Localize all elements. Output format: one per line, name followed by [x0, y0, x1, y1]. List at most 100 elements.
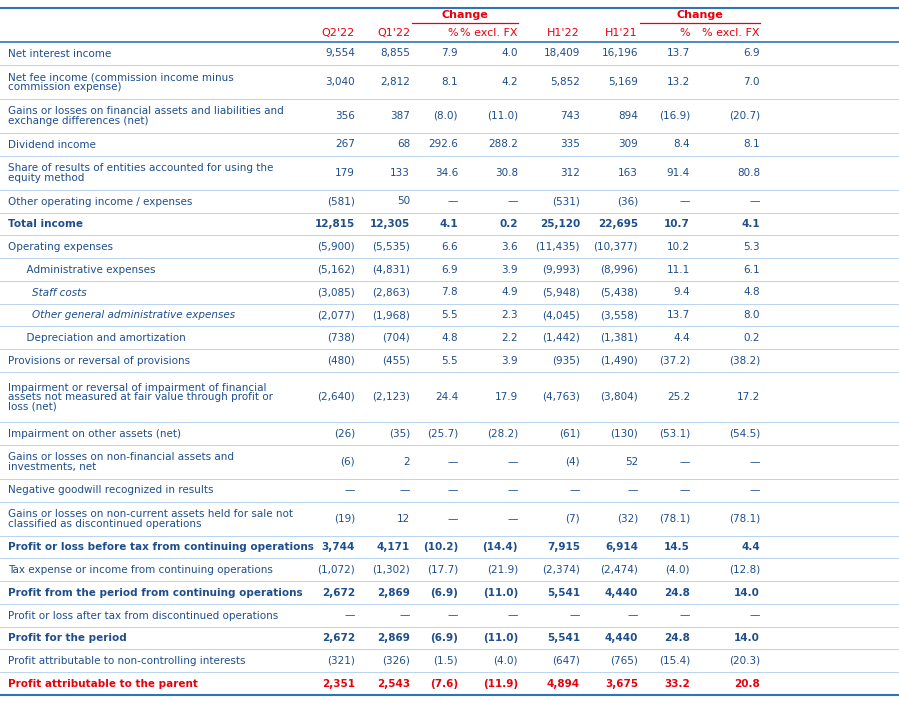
Text: 13.7: 13.7: [667, 310, 690, 320]
Text: (5,438): (5,438): [601, 288, 638, 297]
Text: 17.2: 17.2: [737, 392, 760, 402]
Text: (1,490): (1,490): [601, 356, 638, 366]
Text: (54.5): (54.5): [729, 428, 760, 439]
Text: (2,123): (2,123): [372, 392, 410, 402]
Text: (8.0): (8.0): [433, 111, 458, 121]
Text: 267: 267: [335, 139, 355, 149]
Text: (8,996): (8,996): [601, 264, 638, 275]
Text: 312: 312: [560, 168, 580, 178]
Text: (17.7): (17.7): [427, 565, 458, 575]
Text: Change: Change: [441, 10, 488, 20]
Text: 4.4: 4.4: [742, 542, 760, 552]
Text: Impairment or reversal of impairment of financial: Impairment or reversal of impairment of …: [8, 382, 266, 393]
Text: Net interest income: Net interest income: [8, 49, 111, 58]
Text: (36): (36): [617, 196, 638, 206]
Text: (531): (531): [552, 196, 580, 206]
Text: 3,040: 3,040: [325, 77, 355, 86]
Text: 24.8: 24.8: [664, 588, 690, 598]
Text: (2,474): (2,474): [601, 565, 638, 575]
Text: (130): (130): [610, 428, 638, 439]
Text: (4,831): (4,831): [372, 264, 410, 275]
Text: 12,305: 12,305: [369, 219, 410, 229]
Text: 309: 309: [619, 139, 638, 149]
Text: 68: 68: [396, 139, 410, 149]
Text: 24.8: 24.8: [664, 633, 690, 643]
Text: (5,162): (5,162): [317, 264, 355, 275]
Text: 0.2: 0.2: [743, 333, 760, 343]
Text: (4,045): (4,045): [542, 310, 580, 320]
Text: (5,948): (5,948): [542, 288, 580, 297]
Text: investments, net: investments, net: [8, 462, 96, 472]
Text: assets not measured at fair value through profit or: assets not measured at fair value throug…: [8, 392, 273, 402]
Text: —: —: [400, 485, 410, 495]
Text: 9.4: 9.4: [673, 288, 690, 297]
Text: 17.9: 17.9: [494, 392, 518, 402]
Text: 5.3: 5.3: [743, 242, 760, 252]
Text: (11.0): (11.0): [487, 111, 518, 121]
Text: —: —: [750, 196, 760, 206]
Text: 2: 2: [404, 457, 410, 467]
Text: —: —: [570, 485, 580, 495]
Text: (10,377): (10,377): [593, 242, 638, 252]
Text: (765): (765): [610, 656, 638, 666]
Text: 4.8: 4.8: [743, 288, 760, 297]
Text: 2.2: 2.2: [502, 333, 518, 343]
Text: 3,675: 3,675: [605, 678, 638, 689]
Text: (3,085): (3,085): [317, 288, 355, 297]
Text: 24.4: 24.4: [435, 392, 458, 402]
Text: 894: 894: [619, 111, 638, 121]
Text: 3.9: 3.9: [502, 356, 518, 366]
Text: 2,869: 2,869: [377, 588, 410, 598]
Text: exchange differences (net): exchange differences (net): [8, 116, 148, 126]
Text: 163: 163: [619, 168, 638, 178]
Text: Dividend income: Dividend income: [8, 140, 96, 150]
Text: 12,815: 12,815: [315, 219, 355, 229]
Text: Tax expense or income from continuing operations: Tax expense or income from continuing op…: [8, 565, 273, 575]
Text: 6.9: 6.9: [441, 264, 458, 275]
Text: (738): (738): [327, 333, 355, 343]
Text: —: —: [508, 196, 518, 206]
Text: loss (net): loss (net): [8, 401, 57, 412]
Text: Net fee income (commission income minus: Net fee income (commission income minus: [8, 72, 234, 82]
Text: (321): (321): [327, 656, 355, 666]
Text: 4.2: 4.2: [502, 77, 518, 86]
Text: (14.4): (14.4): [483, 542, 518, 552]
Text: (28.2): (28.2): [486, 428, 518, 439]
Text: 11.1: 11.1: [667, 264, 690, 275]
Text: (4.0): (4.0): [494, 656, 518, 666]
Text: 33.2: 33.2: [664, 678, 690, 689]
Text: 335: 335: [560, 139, 580, 149]
Text: (935): (935): [552, 356, 580, 366]
Text: (53.1): (53.1): [659, 428, 690, 439]
Text: (1,302): (1,302): [372, 565, 410, 575]
Text: equity method: equity method: [8, 173, 85, 183]
Text: 12: 12: [396, 514, 410, 524]
Text: (704): (704): [382, 333, 410, 343]
Text: 2,869: 2,869: [377, 633, 410, 643]
Text: 80.8: 80.8: [737, 168, 760, 178]
Text: (61): (61): [559, 428, 580, 439]
Text: %: %: [680, 28, 690, 38]
Text: (21.9): (21.9): [486, 565, 518, 575]
Text: (6.9): (6.9): [430, 633, 458, 643]
Text: Gains or losses on non-current assets held for sale not: Gains or losses on non-current assets he…: [8, 509, 293, 520]
Text: % excl. FX: % excl. FX: [702, 28, 760, 38]
Text: Profit from the period from continuing operations: Profit from the period from continuing o…: [8, 588, 303, 598]
Text: Impairment on other assets (net): Impairment on other assets (net): [8, 429, 181, 439]
Text: Profit attributable to the parent: Profit attributable to the parent: [8, 679, 198, 689]
Text: 3,744: 3,744: [322, 542, 355, 552]
Text: 5.5: 5.5: [441, 310, 458, 320]
Text: 13.7: 13.7: [667, 49, 690, 58]
Text: Share of results of entities accounted for using the: Share of results of entities accounted f…: [8, 163, 273, 174]
Text: —: —: [680, 485, 690, 495]
Text: —: —: [628, 485, 638, 495]
Text: (9,993): (9,993): [542, 264, 580, 275]
Text: (1.5): (1.5): [433, 656, 458, 666]
Text: 2,351: 2,351: [322, 678, 355, 689]
Text: (32): (32): [617, 514, 638, 524]
Text: 10.2: 10.2: [667, 242, 690, 252]
Text: Other general administrative expenses: Other general administrative expenses: [32, 310, 236, 321]
Text: (11.9): (11.9): [483, 678, 518, 689]
Text: (2,077): (2,077): [317, 310, 355, 320]
Text: 10.7: 10.7: [664, 219, 690, 229]
